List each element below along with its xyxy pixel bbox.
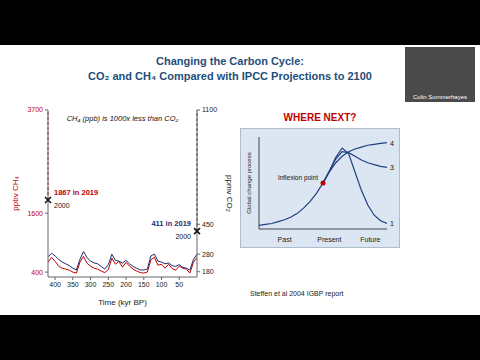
svg-text:200: 200 [120, 281, 132, 288]
svg-text:400: 400 [49, 281, 61, 288]
svg-text:Past: Past [278, 236, 292, 243]
svg-text:3: 3 [390, 164, 394, 171]
svg-text:1600: 1600 [27, 210, 43, 217]
svg-text:3700: 3700 [27, 106, 43, 113]
svg-text:2000: 2000 [54, 202, 70, 209]
html-text:WHERE NEXT?: WHERE NEXT? [283, 112, 357, 123]
html-text:Steffen et al 2004 IGBP report: Steffen et al 2004 IGBP report [250, 290, 344, 297]
svg-text:300: 300 [85, 281, 97, 288]
svg-text:Present: Present [317, 236, 341, 243]
svg-text:280: 280 [202, 251, 214, 258]
svg-text:ppmv CO₂: ppmv CO₂ [225, 175, 234, 212]
svg-text:2000: 2000 [175, 233, 191, 240]
html-text:Changing the Carbon Cycle:: Changing the Carbon Cycle: [156, 55, 304, 67]
svg-text:411 in 2019: 411 in 2019 [151, 219, 191, 228]
html-text:CO₂ and CH₄ Compared with IPCC: CO₂ and CH₄ Compared with IPCC Projectio… [88, 70, 372, 82]
svg-text:400: 400 [31, 269, 43, 276]
html-text:CH₄ (ppb) is 1000x less than C: CH₄ (ppb) is 1000x less than CO₂ [66, 114, 179, 123]
svg-text:Inflexion point: Inflexion point [278, 174, 318, 182]
svg-text:50: 50 [175, 281, 183, 288]
svg-text:450: 450 [202, 221, 214, 228]
svg-text:4: 4 [390, 140, 394, 147]
html-text:Colin Summerhayes: Colin Summerhayes [413, 94, 467, 100]
svg-text:1100: 1100 [202, 106, 217, 113]
svg-text:250: 250 [102, 281, 114, 288]
svg-text:1867 in 2019: 1867 in 2019 [54, 188, 98, 197]
svg-text:ppbv CH₄: ppbv CH₄ [11, 176, 20, 210]
svg-text:Future: Future [360, 236, 380, 243]
svg-text:100: 100 [156, 281, 168, 288]
svg-text:Time (kyr BP): Time (kyr BP) [98, 298, 147, 307]
svg-text:1: 1 [390, 220, 394, 227]
svg-text:150: 150 [138, 281, 150, 288]
svg-text:Global change process: Global change process [246, 152, 252, 213]
svg-text:180: 180 [202, 268, 214, 275]
svg-text:350: 350 [67, 281, 79, 288]
